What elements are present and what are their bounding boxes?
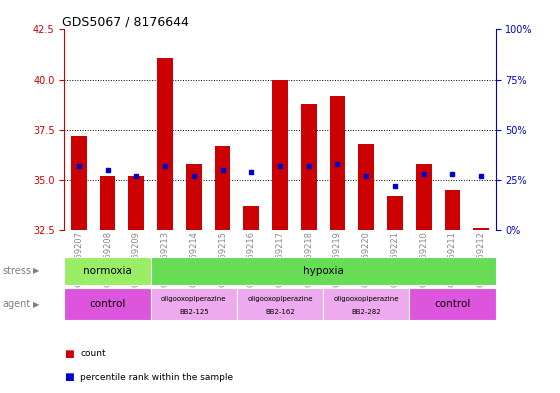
Bar <box>157 57 173 230</box>
Bar <box>100 176 115 230</box>
Bar <box>71 136 87 230</box>
Text: ▶: ▶ <box>32 266 39 275</box>
Bar <box>272 79 288 230</box>
Bar <box>214 146 230 230</box>
Bar <box>330 95 346 230</box>
Text: ■: ■ <box>64 349 74 359</box>
Text: BB2-282: BB2-282 <box>352 309 381 315</box>
Text: stress: stress <box>3 266 32 276</box>
Text: ▶: ▶ <box>32 300 39 309</box>
Bar <box>358 144 374 230</box>
Bar <box>244 206 259 230</box>
Bar <box>387 196 403 230</box>
Bar <box>473 228 489 230</box>
Text: BB2-162: BB2-162 <box>265 309 295 315</box>
Text: BB2-125: BB2-125 <box>179 309 208 315</box>
Bar <box>416 164 432 230</box>
Bar <box>301 104 316 230</box>
Text: oligooxopiperazine: oligooxopiperazine <box>248 296 312 302</box>
Text: control: control <box>90 299 125 309</box>
Text: agent: agent <box>3 299 31 309</box>
Text: oligooxopiperazine: oligooxopiperazine <box>334 296 399 302</box>
Bar <box>445 190 460 230</box>
Text: GDS5067 / 8176644: GDS5067 / 8176644 <box>62 15 189 28</box>
Bar <box>186 164 202 230</box>
Bar <box>128 176 144 230</box>
Text: count: count <box>80 349 106 358</box>
Text: normoxia: normoxia <box>83 266 132 276</box>
Text: hypoxia: hypoxia <box>303 266 343 276</box>
Text: percentile rank within the sample: percentile rank within the sample <box>80 373 233 382</box>
Text: ■: ■ <box>64 372 74 382</box>
Text: oligooxopiperazine: oligooxopiperazine <box>161 296 226 302</box>
Text: control: control <box>435 299 470 309</box>
